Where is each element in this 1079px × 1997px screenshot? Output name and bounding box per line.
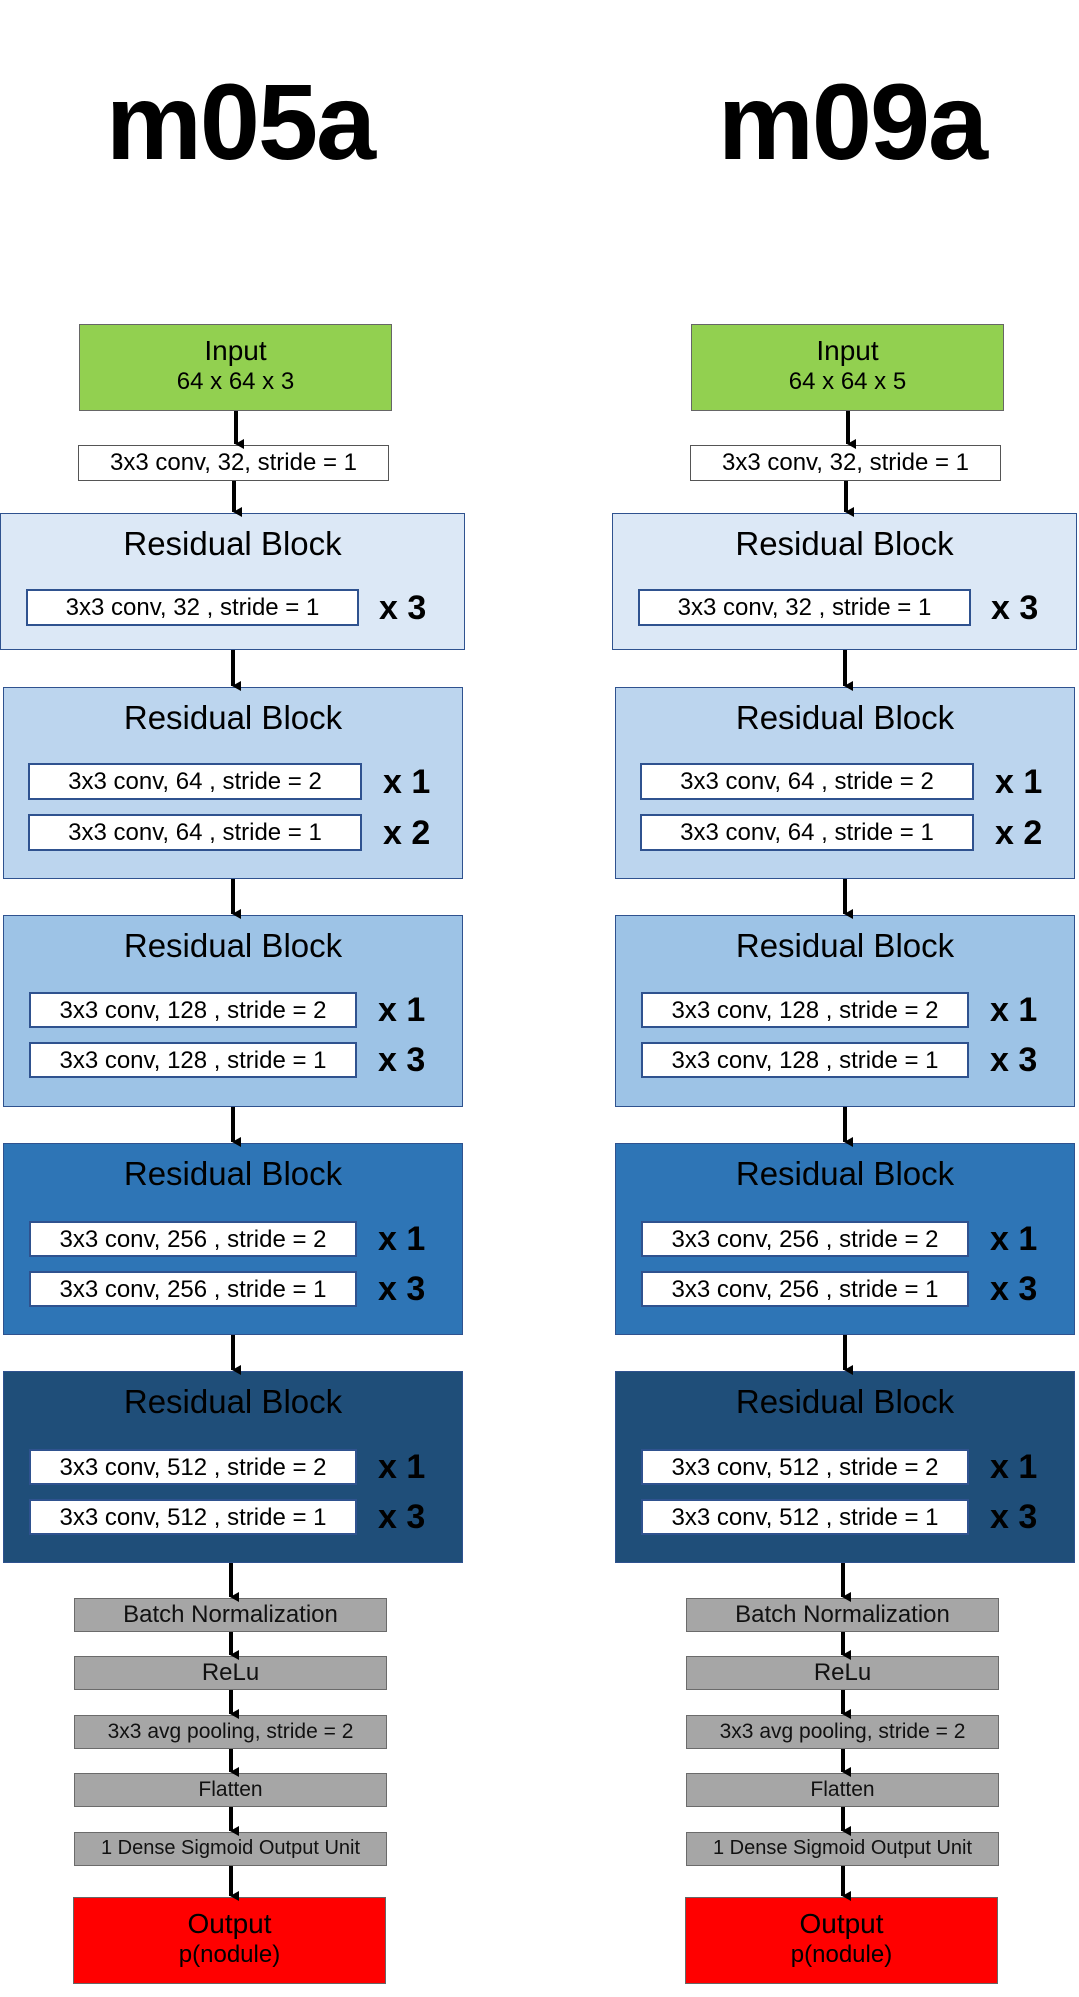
conv-layer: 3x3 conv, 128 , stride = 1 bbox=[29, 1042, 357, 1078]
repeat-count: x 3 bbox=[991, 589, 1039, 627]
conv-layer: 3x3 conv, 256 , stride = 1 bbox=[641, 1271, 969, 1307]
residual-block-title: Residual Block bbox=[123, 1383, 343, 1420]
repeat-count: x 1 bbox=[995, 763, 1043, 801]
residual-block-title: Residual Block bbox=[735, 699, 955, 736]
repeat-count: x 2 bbox=[383, 814, 431, 852]
repeat-count: x 3 bbox=[378, 1498, 426, 1536]
conv-layer: 3x3 conv, 32 , stride = 1 bbox=[638, 589, 971, 626]
residual-block-4: Residual Block 3x3 conv, 256 , stride = … bbox=[615, 1143, 1075, 1335]
conv-layer: 3x3 conv, 512 , stride = 2 bbox=[29, 1449, 357, 1485]
output-sub: p(nodule) bbox=[178, 1941, 281, 1968]
conv-layer: 3x3 conv, 512 , stride = 1 bbox=[641, 1499, 969, 1535]
residual-block-title: Residual Block bbox=[123, 1155, 343, 1192]
input-box: Input 64 x 64 x 5 bbox=[691, 324, 1004, 411]
conv-layer: 3x3 conv, 128 , stride = 1 bbox=[641, 1042, 969, 1078]
repeat-count: x 1 bbox=[378, 1220, 426, 1258]
dense-output-layer: 1 Dense Sigmoid Output Unit bbox=[686, 1832, 999, 1866]
conv-layer: 3x3 conv, 128 , stride = 2 bbox=[641, 992, 969, 1028]
input-box: Input 64 x 64 x 3 bbox=[79, 324, 392, 411]
repeat-count: x 2 bbox=[995, 814, 1043, 852]
conv-layer: 3x3 conv, 512 , stride = 1 bbox=[29, 1499, 357, 1535]
repeat-count: x 1 bbox=[378, 991, 426, 1029]
model-column-m09a: m09a Input 64 x 64 x 5 3x3 conv, 32, str… bbox=[612, 0, 1079, 1997]
flow-arrows bbox=[229, 411, 244, 1901]
input-shape: 64 x 64 x 5 bbox=[788, 368, 907, 395]
first-conv-box: 3x3 conv, 32, stride = 1 bbox=[78, 445, 389, 481]
output-box: Output p(nodule) bbox=[685, 1897, 998, 1984]
input-shape: 64 x 64 x 3 bbox=[176, 368, 295, 395]
residual-block-title: Residual Block bbox=[735, 525, 954, 562]
residual-block-1: Residual Block 3x3 conv, 32 , stride = 1… bbox=[0, 513, 465, 650]
residual-block-1: Residual Block 3x3 conv, 32 , stride = 1… bbox=[612, 513, 1077, 650]
repeat-count: x 3 bbox=[990, 1270, 1038, 1308]
conv-layer: 3x3 conv, 64 , stride = 2 bbox=[28, 763, 362, 800]
input-label: Input bbox=[816, 335, 879, 366]
residual-block-title: Residual Block bbox=[735, 1383, 955, 1420]
model-title: m09a bbox=[717, 61, 988, 182]
batch-norm-layer: Batch Normalization bbox=[686, 1598, 999, 1632]
residual-block-title: Residual Block bbox=[123, 699, 343, 736]
repeat-count: x 1 bbox=[383, 763, 431, 801]
batch-norm-layer: Batch Normalization bbox=[74, 1598, 387, 1632]
repeat-count: x 3 bbox=[378, 1041, 426, 1079]
output-label: Output bbox=[187, 1908, 272, 1939]
residual-block-title: Residual Block bbox=[735, 1155, 955, 1192]
residual-block-3: Residual Block 3x3 conv, 128 , stride = … bbox=[615, 915, 1075, 1107]
residual-block-title: Residual Block bbox=[123, 927, 343, 964]
repeat-count: x 1 bbox=[990, 1220, 1038, 1258]
residual-block-2: Residual Block 3x3 conv, 64 , stride = 2… bbox=[3, 687, 463, 879]
conv-layer: 3x3 conv, 32 , stride = 1 bbox=[26, 589, 359, 626]
conv-layer: 3x3 conv, 128 , stride = 2 bbox=[29, 992, 357, 1028]
repeat-count: x 1 bbox=[378, 1448, 426, 1486]
conv-layer: 3x3 conv, 256 , stride = 2 bbox=[29, 1221, 357, 1257]
repeat-count: x 3 bbox=[378, 1270, 426, 1308]
repeat-count: x 1 bbox=[990, 1448, 1038, 1486]
output-label: Output bbox=[799, 1908, 884, 1939]
residual-block-5: Residual Block 3x3 conv, 512 , stride = … bbox=[615, 1371, 1075, 1563]
repeat-count: x 3 bbox=[379, 589, 427, 627]
model-column-m05a: m05a Input 64 x 64 x 3 3x3 conv, 32, str… bbox=[0, 0, 480, 1997]
residual-block-3: Residual Block 3x3 conv, 128 , stride = … bbox=[3, 915, 463, 1107]
repeat-count: x 3 bbox=[990, 1041, 1038, 1079]
residual-block-5: Residual Block 3x3 conv, 512 , stride = … bbox=[3, 1371, 463, 1563]
repeat-count: x 1 bbox=[990, 991, 1038, 1029]
conv-layer: 3x3 conv, 64 , stride = 1 bbox=[640, 814, 974, 851]
residual-block-2: Residual Block 3x3 conv, 64 , stride = 2… bbox=[615, 687, 1075, 879]
input-label: Input bbox=[204, 335, 267, 366]
conv-layer: 3x3 conv, 64 , stride = 2 bbox=[640, 763, 974, 800]
conv-layer: 3x3 conv, 512 , stride = 2 bbox=[641, 1449, 969, 1485]
model-title: m05a bbox=[105, 61, 376, 182]
output-sub: p(nodule) bbox=[790, 1941, 893, 1968]
first-conv-box: 3x3 conv, 32, stride = 1 bbox=[690, 445, 1001, 481]
conv-layer: 3x3 conv, 256 , stride = 1 bbox=[29, 1271, 357, 1307]
flow-arrows bbox=[841, 411, 856, 1901]
residual-block-4: Residual Block 3x3 conv, 256 , stride = … bbox=[3, 1143, 463, 1335]
repeat-count: x 3 bbox=[990, 1498, 1038, 1536]
conv-layer: 3x3 conv, 64 , stride = 1 bbox=[28, 814, 362, 851]
output-box: Output p(nodule) bbox=[73, 1897, 386, 1984]
residual-block-title: Residual Block bbox=[123, 525, 342, 562]
residual-block-title: Residual Block bbox=[735, 927, 955, 964]
conv-layer: 3x3 conv, 256 , stride = 2 bbox=[641, 1221, 969, 1257]
